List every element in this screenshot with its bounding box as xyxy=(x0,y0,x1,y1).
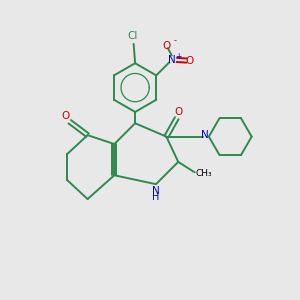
Text: N: N xyxy=(200,130,208,140)
Text: Cl: Cl xyxy=(128,32,138,41)
Text: H: H xyxy=(152,192,160,202)
Text: O: O xyxy=(61,111,69,121)
Text: +: + xyxy=(175,52,182,61)
Text: O: O xyxy=(174,107,182,117)
Text: N: N xyxy=(168,55,176,65)
Text: N: N xyxy=(152,186,160,196)
Text: -: - xyxy=(173,36,176,45)
Text: CH₃: CH₃ xyxy=(196,169,212,178)
Text: O: O xyxy=(162,41,170,51)
Text: O: O xyxy=(185,56,194,65)
